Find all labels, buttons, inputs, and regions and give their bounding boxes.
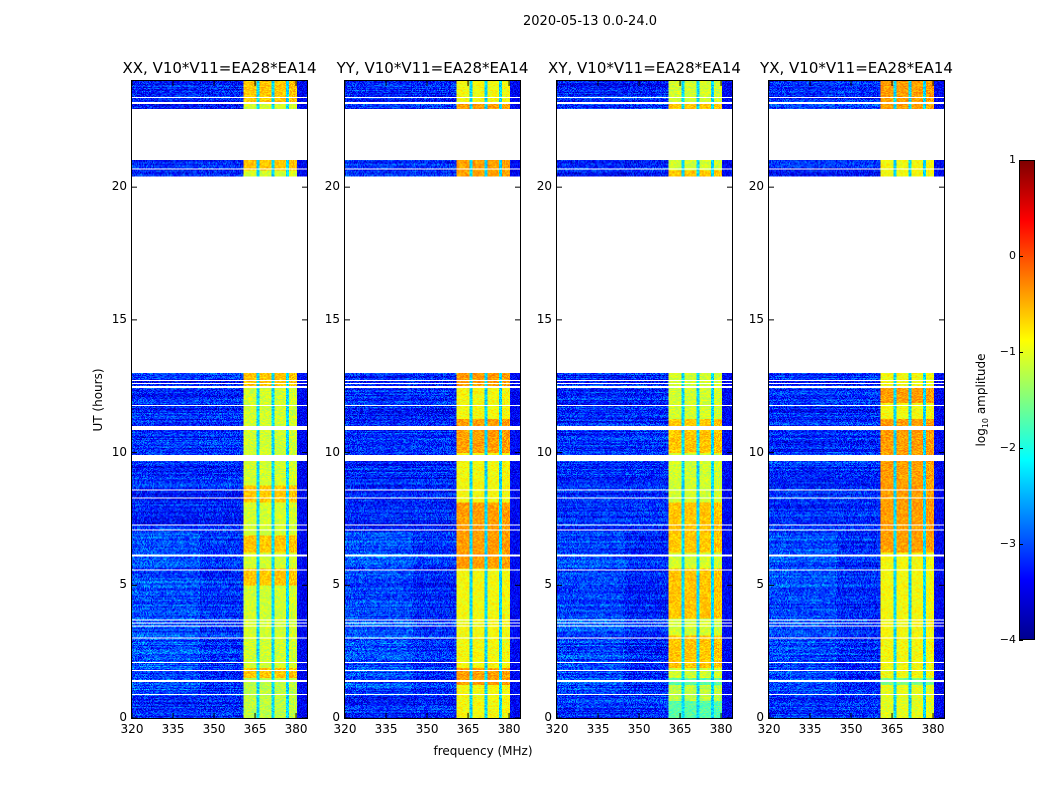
x-tick-label: 350 (627, 722, 651, 736)
colorbar-tick-mark (1019, 640, 1023, 641)
y-tick-label: 0 (756, 710, 764, 724)
panel-title: YX, V10*V11=EA28*EA14 (760, 59, 953, 77)
x-tick-label: 365 (880, 722, 904, 736)
spectrogram-panel-xy (556, 80, 733, 719)
x-tick-label: 365 (243, 722, 267, 736)
y-tick-label: 15 (324, 311, 340, 326)
y-tick-label: 5 (332, 577, 340, 592)
x-tick-label: 320 (757, 722, 781, 736)
colorbar-tick-label: −1 (999, 345, 1016, 358)
colorbar-tick-mark (1019, 352, 1023, 353)
y-tick-label: 5 (544, 577, 552, 592)
spectrogram-image (769, 81, 944, 718)
colorbar-tick-label: −2 (999, 441, 1016, 454)
y-tick-label: 0 (119, 710, 127, 724)
spectrogram-image (132, 81, 307, 718)
spectrogram-panel-xx (131, 80, 308, 719)
x-tick-label: 350 (839, 722, 863, 736)
x-tick-label: 380 (284, 722, 308, 736)
x-tick-label: 380 (921, 722, 945, 736)
colorbar-tick-mark (1019, 448, 1023, 449)
x-tick-label: 335 (798, 722, 822, 736)
colorbar-tick-mark (1019, 544, 1023, 545)
panel-title: XY, V10*V11=EA28*EA14 (548, 59, 741, 77)
x-tick-label: 350 (202, 722, 226, 736)
panel-title: XX, V10*V11=EA28*EA14 (122, 59, 317, 77)
colorbar-tick-mark (1019, 160, 1023, 161)
x-tick-label: 335 (374, 722, 398, 736)
y-tick-label: 15 (111, 311, 127, 326)
x-tick-label: 320 (545, 722, 569, 736)
spectrogram-panel-yx (768, 80, 945, 719)
colorbar-tick-label: 1 (1009, 153, 1016, 166)
y-axis-label: UT (hours) (91, 368, 105, 432)
x-tick-label: 335 (586, 722, 610, 736)
x-tick-label: 365 (668, 722, 692, 736)
x-tick-label: 335 (161, 722, 185, 736)
y-tick-label: 20 (324, 179, 340, 194)
spectrogram-image (557, 81, 732, 718)
x-tick-label: 320 (120, 722, 144, 736)
y-tick-label: 10 (748, 444, 764, 459)
spectrogram-image (345, 81, 520, 718)
x-tick-label: 365 (456, 722, 480, 736)
y-tick-label: 20 (111, 179, 127, 194)
spectrogram-panel-yy (344, 80, 521, 719)
y-tick-label: 10 (536, 444, 552, 459)
axis-ticks (557, 81, 732, 718)
colorbar-label-main: log (973, 428, 988, 447)
colorbar-label-sub: 10 (981, 417, 991, 429)
axis-ticks (132, 81, 307, 718)
y-tick-label: 20 (536, 179, 552, 194)
x-tick-label: 380 (709, 722, 733, 736)
y-tick-label: 5 (756, 577, 764, 592)
panel-title: YY, V10*V11=EA28*EA14 (336, 59, 529, 77)
y-tick-label: 0 (332, 710, 340, 724)
figure-title: 2020-05-13 0.0-24.0 (523, 14, 657, 29)
y-tick-label: 5 (119, 577, 127, 592)
x-tick-label: 380 (497, 722, 521, 736)
x-axis-label: frequency (MHz) (433, 744, 533, 758)
x-tick-label: 350 (415, 722, 439, 736)
y-tick-label: 10 (111, 444, 127, 459)
y-tick-label: 20 (748, 179, 764, 194)
y-tick-label: 15 (748, 311, 764, 326)
colorbar (1019, 160, 1035, 640)
colorbar-label-tail: amplitude (973, 353, 988, 418)
axis-ticks (769, 81, 944, 718)
colorbar-label: log10 amplitude (974, 354, 990, 447)
colorbar-tick-label: 0 (1009, 249, 1016, 262)
axis-ticks (345, 81, 520, 718)
colorbar-tick-label: −4 (999, 633, 1016, 646)
y-tick-label: 10 (324, 444, 340, 459)
x-tick-label: 320 (333, 722, 357, 736)
colorbar-tick-label: −3 (999, 537, 1016, 550)
colorbar-tick-mark (1019, 256, 1023, 257)
y-tick-label: 0 (544, 710, 552, 724)
y-tick-label: 15 (536, 311, 552, 326)
